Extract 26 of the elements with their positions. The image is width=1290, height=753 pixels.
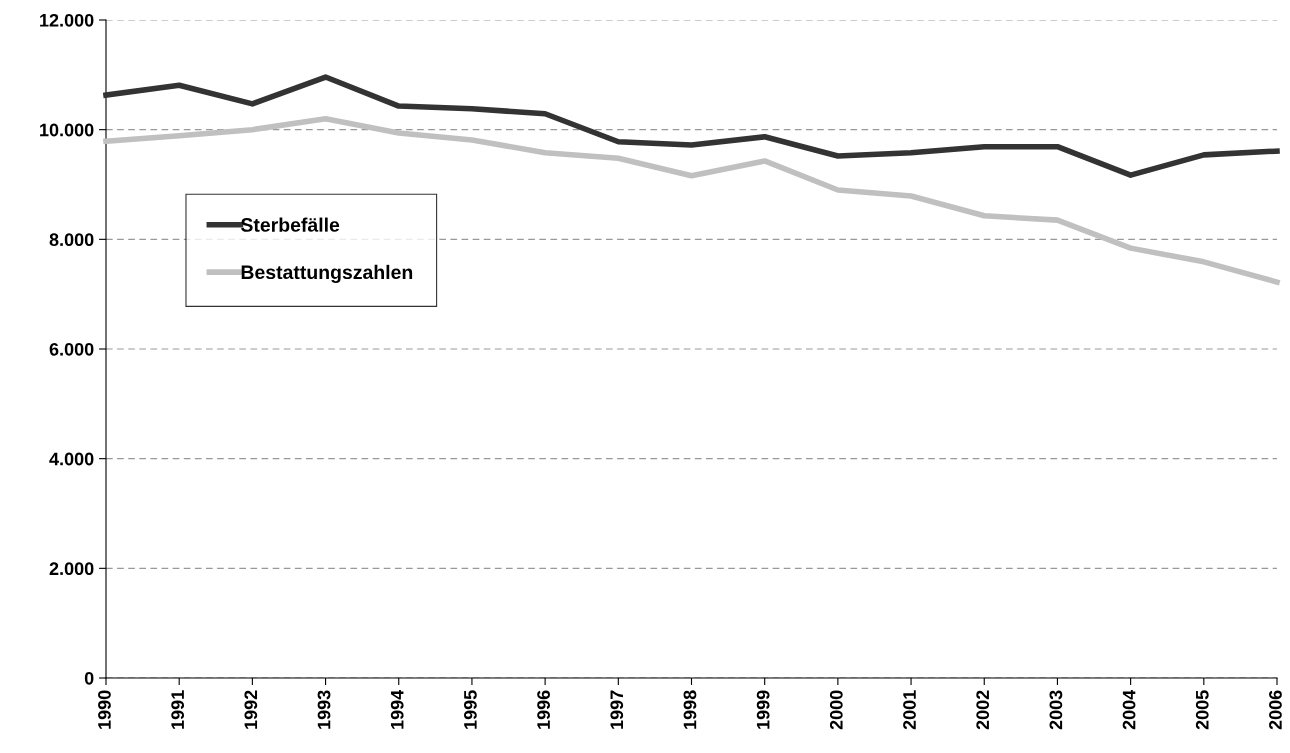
y-tick-label: 8.000: [49, 233, 94, 247]
x-tick-label: 2001: [903, 690, 916, 730]
x-tick-label: 1990: [98, 690, 111, 729]
y-tick-label: 10.000: [40, 123, 94, 137]
x-tick-label: 1995: [464, 690, 477, 729]
x-tick-label: 2004: [1122, 689, 1136, 730]
x-tick-label: 1999: [756, 690, 770, 729]
y-tick-label: 12.000: [40, 13, 94, 27]
legend-label: Bestattungszahlen: [241, 264, 413, 284]
x-tick-label: 1994: [390, 689, 404, 729]
x-tick-label: 2006: [1269, 690, 1282, 730]
x-tick-label: 1997: [610, 690, 624, 729]
x-tick-label: 2003: [1049, 690, 1063, 730]
x-tick-label: 1998: [683, 690, 697, 729]
y-tick-label: 2.000: [49, 562, 94, 576]
x-tick-label: 2002: [976, 690, 990, 730]
legend-label: Sterbefälle: [240, 217, 340, 232]
x-tick-label: 1993: [317, 690, 331, 729]
x-tick-label: 1991: [171, 690, 185, 729]
y-tick-label: 6.000: [49, 342, 94, 356]
x-tick-label: 2005: [1195, 690, 1209, 730]
x-tick-label: 1992: [244, 690, 258, 729]
x-tick-label: 2000: [829, 690, 843, 730]
y-tick-label: 0: [84, 671, 94, 685]
y-tick-label: 4.000: [49, 452, 94, 466]
x-tick-label: 1996: [537, 690, 550, 729]
